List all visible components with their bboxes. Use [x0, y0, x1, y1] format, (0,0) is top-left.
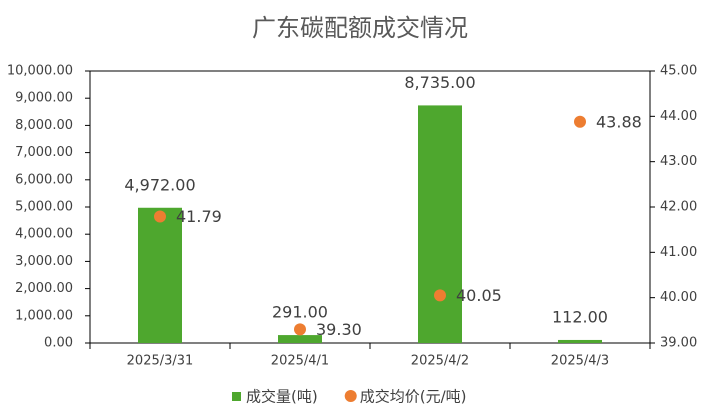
- legend-swatch: [232, 392, 241, 401]
- x-tick-label: 2025/4/3: [551, 354, 609, 369]
- bar: [558, 339, 602, 343]
- y-tick-label: 3,000.00: [15, 254, 73, 269]
- x-tick-label: 2025/4/1: [271, 354, 329, 369]
- point: [154, 210, 166, 223]
- chart-title: 广东碳配额成交情况: [252, 14, 468, 42]
- y-tick-label: 4,000.00: [15, 227, 73, 242]
- y-tick-label: 10,000.00: [7, 64, 73, 79]
- bar: [418, 105, 462, 344]
- y-tick-label: 5,000.00: [15, 200, 73, 215]
- x-tick-label: 2025/3/31: [127, 354, 194, 369]
- y-tick-label: 2,000.00: [15, 281, 73, 296]
- y-tick-label: 6,000.00: [15, 172, 73, 187]
- y2-tick-label: 42.00: [660, 200, 697, 215]
- bar-value-label: 112.00: [552, 307, 608, 326]
- bar: [138, 207, 182, 343]
- point-value-label: 41.79: [176, 207, 222, 226]
- y-tick-label: 9,000.00: [15, 91, 73, 106]
- x-tick-label: 2025/4/2: [411, 354, 469, 369]
- bar-value-label: 4,972.00: [124, 175, 195, 194]
- y2-tick-label: 45.00: [660, 64, 697, 79]
- y-tick-label: 0.00: [44, 336, 73, 351]
- bar: [278, 335, 322, 343]
- y2-tick-label: 43.00: [660, 154, 697, 169]
- legend-swatch: [344, 390, 357, 402]
- y2-tick-label: 41.00: [660, 245, 697, 260]
- point-value-label: 43.88: [596, 112, 642, 131]
- y2-tick-label: 39.00: [660, 336, 697, 351]
- y2-tick-label: 44.00: [660, 109, 697, 124]
- point: [574, 115, 586, 128]
- point-value-label: 40.05: [456, 286, 502, 305]
- y-tick-label: 8,000.00: [15, 118, 73, 133]
- legend-label: 成交量(吨): [246, 388, 318, 406]
- point: [434, 289, 446, 302]
- y-tick-label: 7,000.00: [15, 145, 73, 160]
- y2-tick-label: 40.00: [660, 290, 697, 305]
- bar-value-label: 8,735.00: [404, 73, 475, 92]
- bar-value-label: 291.00: [272, 303, 328, 322]
- y-tick-label: 1,000.00: [15, 308, 73, 323]
- legend-label: 成交均价(元/吨): [360, 388, 467, 406]
- point: [294, 323, 306, 336]
- point-value-label: 39.30: [316, 320, 362, 339]
